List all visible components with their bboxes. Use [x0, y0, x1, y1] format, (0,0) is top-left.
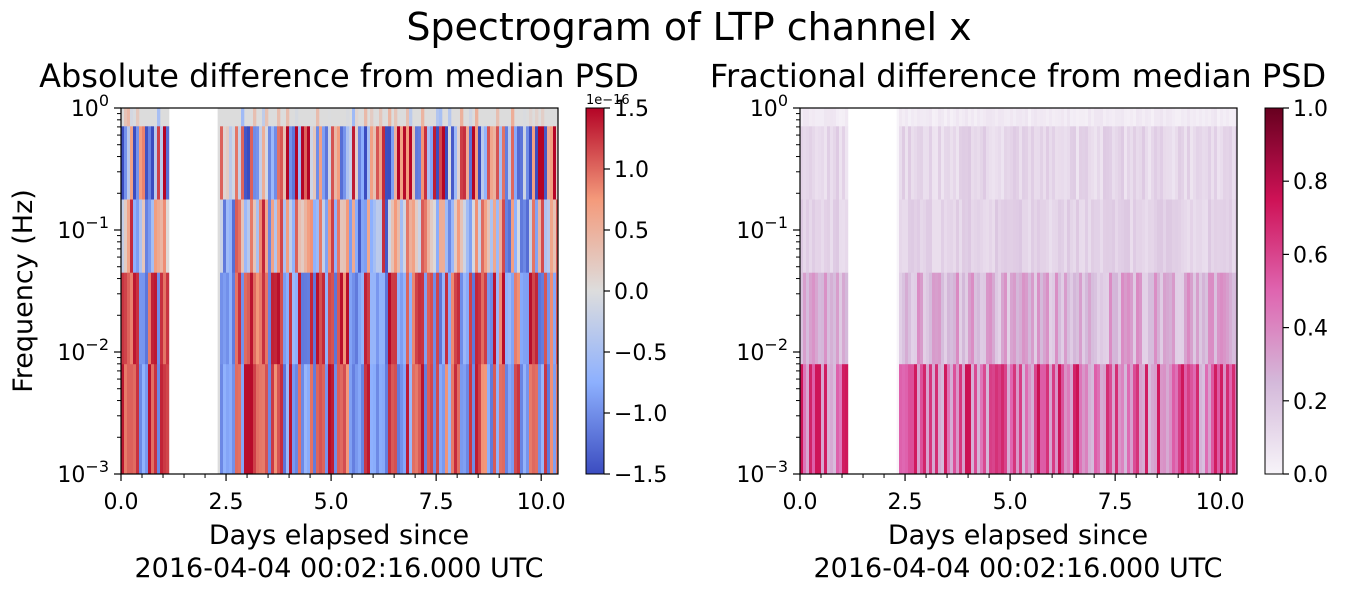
panel-absolute-title: Absolute difference from median PSD: [39, 57, 639, 95]
colorbar-tick-label: 0.0: [1293, 463, 1328, 488]
y-tick-label: 10−3: [57, 457, 109, 488]
x-tick-label: 5.0: [314, 490, 349, 515]
heatmap-absolute: [121, 108, 558, 474]
y-tick-label: 10−1: [57, 213, 109, 244]
colorbar-tick-label: −1.0: [614, 402, 667, 427]
x-tick-label: 0.0: [783, 490, 818, 515]
colorbar-tick-label: 0.8: [1293, 170, 1328, 195]
x-axis-label-fractional-line2: 2016-04-04 00:02:16.000 UTC: [814, 553, 1223, 584]
x-tick-label: 5.0: [993, 490, 1028, 515]
colorbar-tick-label: 0.2: [1293, 390, 1328, 415]
x-axis-label-fractional-line1: Days elapsed since: [888, 520, 1148, 551]
axes-frame-absolute: [120, 107, 559, 475]
x-tick-label: 10.0: [517, 490, 566, 515]
y-tick-label: 10−3: [736, 457, 788, 488]
axis-ticks-fractional: 0.0 2.5 5.0 7.5 10.0 10−3 10−2 10−1 100: [736, 91, 1244, 515]
colorbar-tick-label: 1.0: [614, 158, 649, 183]
y-tick-label: 10−2: [736, 335, 788, 366]
x-tick-label: 0.0: [104, 490, 139, 515]
x-tick-label: 2.5: [209, 490, 244, 515]
colorbar-fractional: 1.0 0.8 0.6 0.4 0.2 0.0: [1264, 97, 1328, 488]
y-tick-label: 10−1: [736, 213, 788, 244]
colorbar-tick-label: −0.5: [614, 341, 667, 366]
colorbar-tick-label: 0.6: [1293, 243, 1328, 268]
y-tick-label: 10−2: [57, 335, 109, 366]
y-axis-label: Frequency (Hz): [8, 189, 39, 393]
x-tick-label: 2.5: [888, 490, 923, 515]
heatmap-fractional: [800, 108, 1237, 474]
colorbar-offset-text: 1e−16: [586, 93, 630, 108]
x-tick-label: 10.0: [1196, 490, 1245, 515]
x-tick-label: 7.5: [1098, 490, 1133, 515]
panel-absolute: Absolute difference from median PSD 0.0 2…: [8, 57, 667, 584]
colorbar-tick-label: 1.5: [614, 97, 649, 122]
colorbar-tick-label: −1.5: [614, 463, 667, 488]
colorbar-absolute: 1e−16 1.5 1.0 0.5 0.0 −0.5 −1.0 −1.5: [585, 93, 667, 488]
axes-frame-fractional: [799, 107, 1238, 475]
panel-fractional-title: Fractional difference from median PSD: [710, 57, 1326, 95]
x-axis-label-absolute-line2: 2016-04-04 00:02:16.000 UTC: [135, 553, 544, 584]
y-tick-label: 100: [750, 91, 788, 122]
colorbar-tick-label: 0.4: [1293, 317, 1328, 342]
x-tick-label: 7.5: [419, 490, 454, 515]
colorbar-tick-label: 0.5: [614, 219, 649, 244]
colorbar-tick-label: 0.0: [614, 280, 649, 305]
x-axis-label-absolute-line1: Days elapsed since: [209, 520, 469, 551]
axis-ticks-absolute: 0.0 2.5 5.0 7.5 10.0 10−3 10−2 10−1 100: [57, 91, 565, 515]
colorbar-tick-label: 1.0: [1293, 97, 1328, 122]
panel-fractional: Fractional difference from median PSD 0.…: [710, 57, 1328, 584]
y-tick-label: 100: [71, 91, 109, 122]
figure-title: Spectrogram of LTP channel x: [406, 5, 971, 49]
